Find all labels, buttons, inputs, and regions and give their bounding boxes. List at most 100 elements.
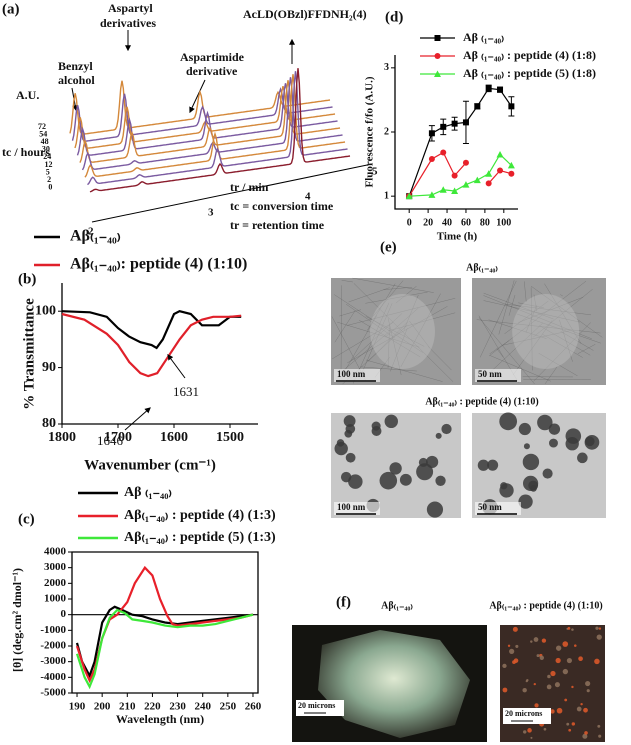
y-axis-label: % Transmittance	[21, 298, 37, 410]
birefringence-spot	[534, 703, 539, 708]
marker	[428, 155, 435, 162]
scale-bar-label: 50 nm	[478, 502, 502, 512]
fibril-texture	[498, 280, 515, 335]
texture	[512, 294, 580, 369]
birefringence-spot	[522, 687, 527, 693]
x-tick-label: 40	[442, 217, 452, 228]
image-title: Aβ₍₁₋₄₀₎ : peptide (4) (1:10)	[425, 396, 538, 407]
y-axis-label: Fluorescence f/fo (A.U.)	[364, 76, 376, 187]
birefringence-spot	[547, 674, 551, 679]
marker	[434, 53, 441, 59]
particle	[499, 412, 518, 431]
marker	[485, 85, 492, 92]
panel-label: (a)	[2, 1, 20, 17]
marker	[462, 159, 469, 166]
x-tick-label: 220	[144, 701, 161, 713]
birefringence-spot	[580, 702, 583, 706]
annotation: derivatives	[100, 16, 156, 30]
tc-tick-label: 54	[39, 129, 47, 138]
image-title: Aβ₍₁₋₄₀₎	[466, 262, 498, 273]
legend-label: Aβ ₍₁₋₄₀₎	[463, 30, 504, 44]
legend-label: Aβ₍₁₋₄₀₎: peptide (4) (1:10)	[70, 256, 247, 273]
tc-tick-label: 30	[42, 145, 50, 154]
series-line	[61, 312, 242, 378]
series-line	[75, 605, 254, 679]
tr-axis-label: tr / min	[230, 180, 269, 194]
birefringence-spot	[576, 706, 582, 712]
birefringence-spot	[554, 682, 560, 688]
marker	[439, 186, 447, 193]
birefringence-spot	[571, 722, 576, 726]
birefringence-spot	[509, 648, 515, 654]
fibril-texture	[489, 340, 510, 355]
particle	[426, 455, 439, 469]
scale-bar-label: 50 nm	[478, 369, 502, 379]
legend-label: Aβ₍₁₋₄₀₎	[70, 228, 121, 245]
panel-label: (f)	[336, 594, 351, 610]
birefringence-spot	[539, 655, 544, 660]
x-tick-label: 60	[461, 217, 471, 228]
birefringence-spot	[543, 727, 547, 731]
particle	[345, 452, 356, 463]
birefringence-spot	[550, 709, 555, 714]
fibril-texture	[560, 294, 563, 297]
chromatogram-trace	[84, 74, 346, 178]
birefringence-spot	[574, 644, 577, 647]
tc-tick-label: 5	[46, 167, 50, 176]
image-title: Aβ₍₁₋₄₀₎	[381, 600, 413, 611]
birefringence-spot	[555, 645, 562, 651]
x-tick-label: 1500	[216, 430, 244, 445]
birefringence-spot	[571, 628, 574, 631]
panel-label: (d)	[385, 9, 403, 25]
particle	[441, 423, 452, 435]
legend-label: Aβ₍₁₋₄₀₎ : peptide (5) (1:3)	[124, 530, 276, 545]
y-tick-label: 1000	[44, 593, 67, 605]
y-tick-label: 80	[42, 416, 56, 431]
birefringence-spot	[598, 734, 602, 738]
particle	[343, 415, 356, 427]
fibril-texture	[348, 287, 390, 303]
birefringence-spot	[562, 668, 569, 675]
marker	[434, 70, 441, 77]
scale-bar-label: 100 nm	[337, 502, 366, 512]
marker	[474, 103, 481, 110]
x-tick-label: 1700	[104, 430, 132, 445]
y-tick-label: -1000	[40, 624, 66, 636]
y-tick-label: 0	[61, 608, 67, 620]
birefringence-spot	[502, 663, 507, 669]
birefringence-spot	[502, 687, 508, 693]
particle	[336, 439, 345, 447]
x-tick-label: 230	[169, 701, 186, 713]
crystal	[318, 630, 470, 738]
annotation: Benzyl	[58, 59, 93, 73]
marker	[485, 170, 493, 177]
birefringence-spot	[597, 724, 601, 728]
birefringence-spot	[507, 644, 511, 647]
particle	[577, 452, 588, 464]
particle	[384, 414, 398, 429]
birefringence-spot	[525, 679, 528, 683]
tr-tick-label: 3	[208, 207, 214, 219]
birefringence-spot	[578, 656, 583, 662]
particle	[426, 501, 444, 518]
chromatogram-trace	[69, 80, 331, 135]
birefringence-spot	[513, 658, 519, 663]
chromatogram-trace	[89, 68, 351, 193]
fibril-texture	[544, 366, 558, 385]
marker	[462, 119, 469, 126]
birefringence-spot	[571, 685, 574, 689]
tc-axis-label: tc / hours	[2, 145, 50, 159]
scale-bar-label: 20 microns	[505, 709, 542, 718]
tc-tick-label: 24	[43, 152, 51, 161]
birefringence-spot	[582, 733, 588, 739]
birefringence-spot	[533, 637, 539, 642]
particle	[371, 426, 382, 436]
y-tick-label: 2000	[44, 577, 67, 589]
particle	[522, 453, 540, 471]
marker	[451, 120, 458, 127]
birefringence-spot	[566, 657, 572, 664]
marker	[451, 187, 459, 195]
birefringence-spot	[594, 658, 600, 665]
annotation: 1631	[173, 384, 199, 399]
marker	[497, 167, 504, 174]
